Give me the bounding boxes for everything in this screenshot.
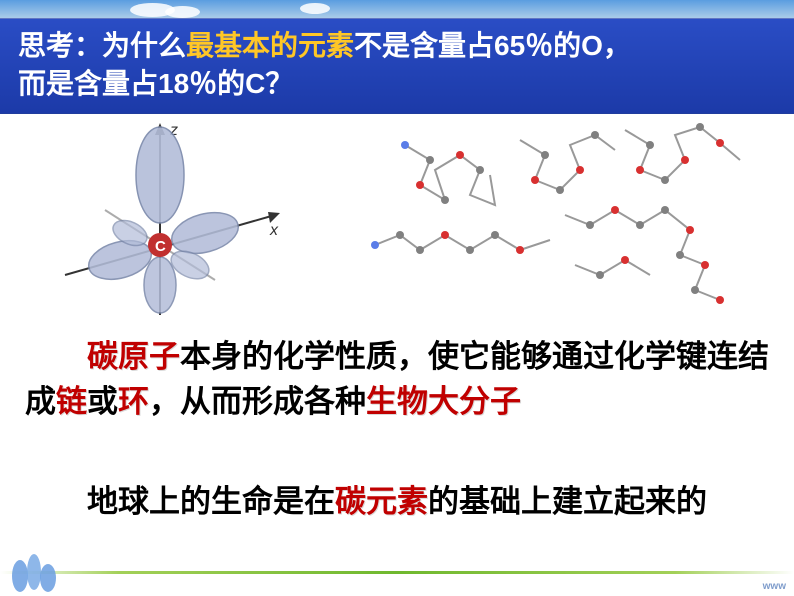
p1-biomacromolecule: 生物大分子: [366, 384, 521, 419]
title-highlight: 最基本的元素: [186, 30, 354, 61]
p1-chain: 链: [56, 384, 87, 419]
logo-watermark: www: [763, 581, 786, 592]
svg-text:C: C: [155, 238, 166, 255]
p1-seg4: 或: [87, 384, 118, 419]
biomolecule-diagram: [360, 115, 770, 320]
title-banner: 思考：为什么最基本的元素不是含量占65％的O， 而是含量占18％的C？: [0, 18, 794, 114]
title-prefix: 思考：为什么: [18, 30, 186, 61]
paragraph-1: 碳原子本身的化学性质，使它能够通过化学键连结成链或环，从而形成各种生物大分子: [25, 335, 769, 425]
paragraph-2: 地球上的生命是在碳元素的基础上建立起来的: [25, 480, 769, 525]
p1-ring: 环: [118, 384, 149, 419]
p2-seg3: 的基础上建立起来的: [428, 484, 707, 519]
title-suffix: 不是含量占65％的O，: [354, 30, 631, 61]
p2-seg1: 地球上的生命是在: [87, 484, 335, 519]
grass-icon: [2, 554, 82, 594]
title-line2: 而是含量占18％的C？: [18, 68, 293, 99]
footer-decoration: www: [0, 556, 794, 596]
svg-text:x: x: [269, 222, 279, 239]
p1-carbon-atom: 碳原子: [87, 339, 180, 374]
p1-seg6: ，从而形成各种: [149, 384, 366, 419]
carbon-orbital-diagram: z x C: [30, 115, 290, 335]
p2-carbon-element: 碳元素: [335, 484, 428, 519]
